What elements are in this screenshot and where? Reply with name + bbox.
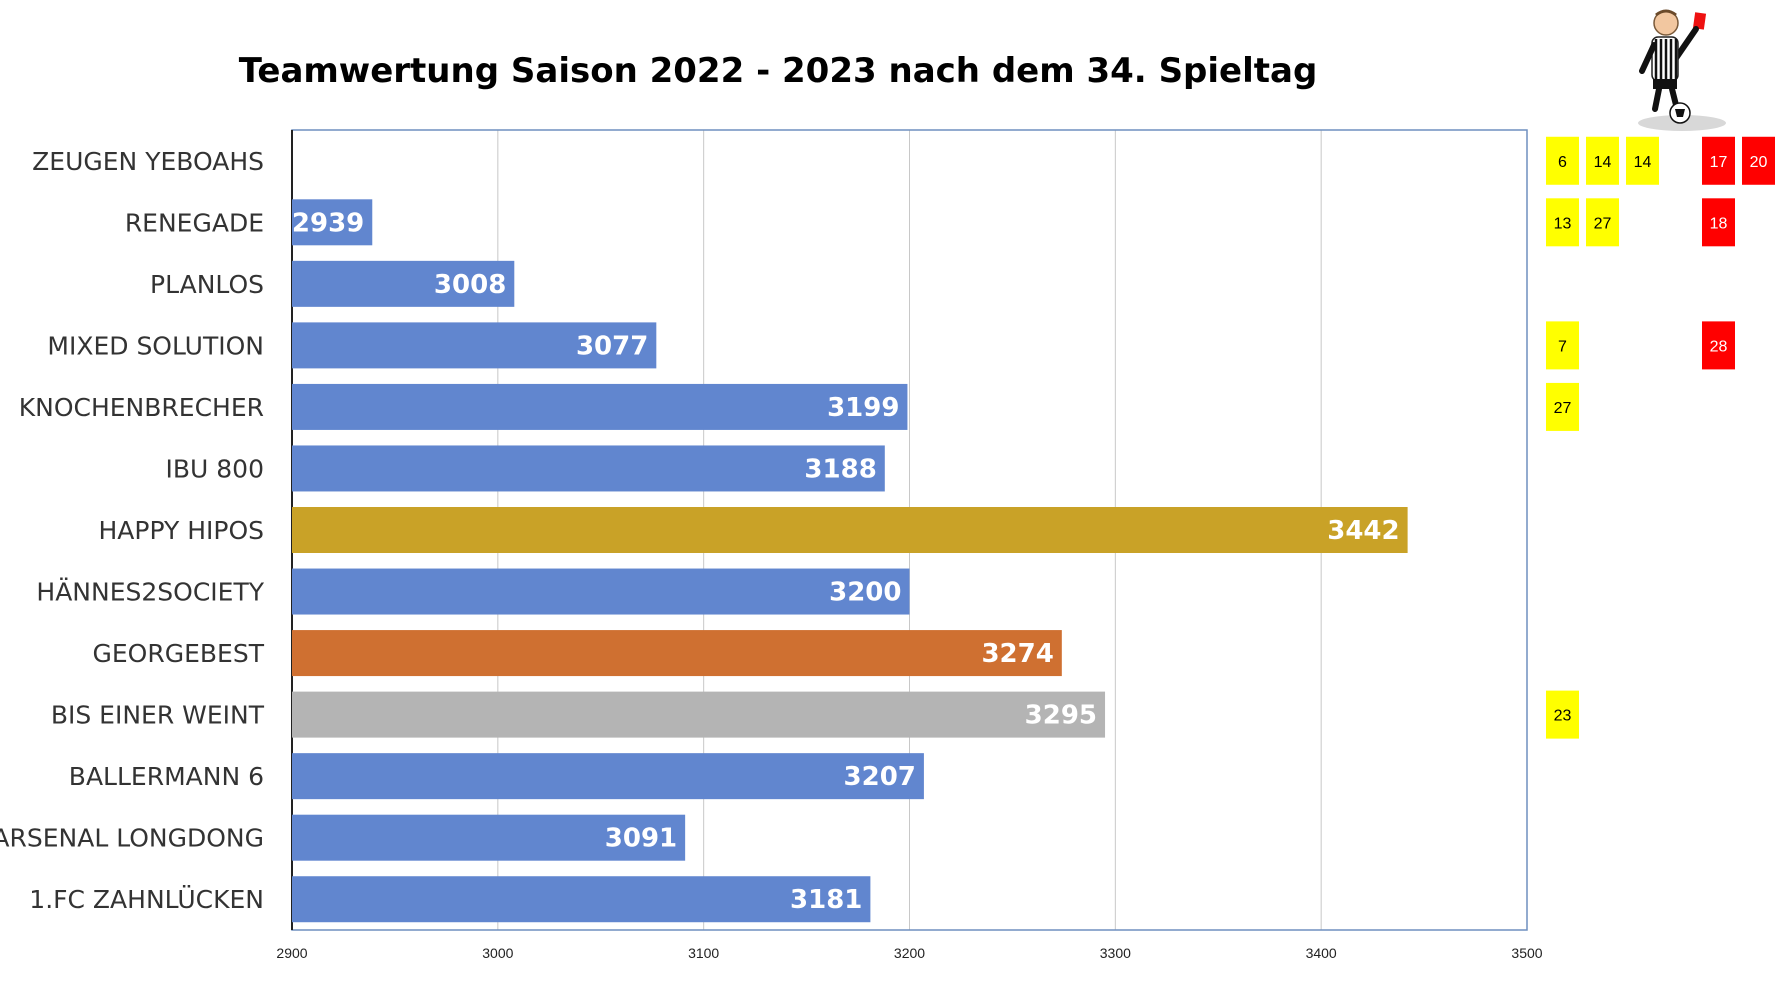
bar (292, 322, 657, 369)
bar (292, 507, 1408, 553)
bar (292, 260, 515, 307)
card-value: 7 (1558, 338, 1567, 355)
category-label: HÄNNES2SOCIETY (36, 578, 264, 607)
cards: 6 14 14 17 20 13 27 18 7 28 27 23 (1546, 136, 1775, 739)
red-card (1702, 136, 1735, 185)
bar (292, 876, 871, 923)
red-card (1702, 321, 1735, 370)
yellow-card (1546, 690, 1579, 739)
category-label: MIXED SOLUTION (47, 331, 264, 360)
yellow-card (1546, 136, 1579, 185)
yellow-card (1546, 198, 1579, 247)
data-label: 3207 (844, 762, 916, 792)
category-label: BALLERMANN 6 (69, 762, 264, 791)
tick-label: 3500 (1511, 945, 1542, 961)
yellow-card (1586, 198, 1619, 247)
data-label: 3200 (829, 578, 901, 608)
data-label: 3442 (1327, 516, 1399, 546)
bars: 2939 3008 3077 3199 3188 3442 3200 3274 3295 3207… (292, 199, 1408, 923)
category-label: RENEGADE (125, 208, 264, 237)
bar (292, 691, 1106, 738)
referee-icon (1638, 9, 1726, 131)
bar (292, 199, 373, 246)
bar (292, 630, 1062, 677)
red-card (1702, 198, 1735, 247)
tick-label: 3100 (688, 945, 719, 961)
tick-label: 3200 (894, 945, 925, 961)
data-label: 2939 (292, 208, 364, 238)
category-label: BIS EINER WEINT (51, 701, 265, 730)
bar (292, 814, 686, 861)
tick-label: 3300 (1100, 945, 1131, 961)
data-label: 3181 (790, 885, 862, 915)
chart-title: Teamwertung Saison 2022 - 2023 nach dem … (239, 51, 1318, 91)
category-label: KNOCHENBRECHER (19, 393, 264, 422)
bar (292, 753, 924, 800)
category-label: PLANLOS (150, 270, 264, 299)
category-label: IBU 800 (166, 454, 265, 483)
category-label: GEORGEBEST (93, 639, 265, 668)
card-value: 14 (1594, 154, 1612, 171)
data-label: 3077 (576, 331, 648, 361)
yellow-card (1586, 136, 1619, 185)
card-value: 17 (1710, 154, 1728, 171)
x-axis-ticks: 2900 3000 3100 3200 3300 3400 3500 (276, 945, 1542, 961)
card-value: 28 (1710, 338, 1728, 355)
yellow-card (1546, 382, 1579, 431)
tick-label: 3000 (482, 945, 513, 961)
data-label: 3091 (605, 824, 677, 854)
category-label: HAPPY HIPOS (98, 516, 264, 545)
yellow-card (1626, 136, 1659, 185)
bar (292, 568, 910, 615)
card-value: 6 (1558, 154, 1567, 171)
tick-label: 2900 (276, 945, 307, 961)
red-card (1742, 136, 1775, 185)
card-value: 27 (1554, 400, 1572, 417)
category-label: ZEUGEN YEBOAHS (32, 147, 264, 176)
card-value: 27 (1594, 215, 1612, 232)
bar (292, 445, 885, 492)
bar (292, 383, 908, 430)
category-label: ARSENAL LONGDONG (0, 824, 264, 853)
yellow-card (1546, 321, 1579, 370)
data-label: 3188 (804, 454, 876, 484)
card-value: 23 (1554, 708, 1572, 725)
data-label: 3199 (827, 393, 899, 423)
tick-label: 3400 (1306, 945, 1337, 961)
data-label: 3008 (434, 270, 506, 300)
category-label: 1.FC ZAHNLÜCKEN (29, 885, 264, 914)
data-label: 3274 (981, 639, 1053, 669)
card-value: 13 (1554, 215, 1572, 232)
card-value: 20 (1750, 154, 1768, 171)
card-value: 14 (1634, 154, 1652, 171)
data-label: 3295 (1025, 701, 1097, 731)
category-labels: ZEUGEN YEBOAHS RENEGADE PLANLOS MIXED SOLUT… (0, 147, 265, 914)
card-value: 18 (1710, 215, 1728, 232)
